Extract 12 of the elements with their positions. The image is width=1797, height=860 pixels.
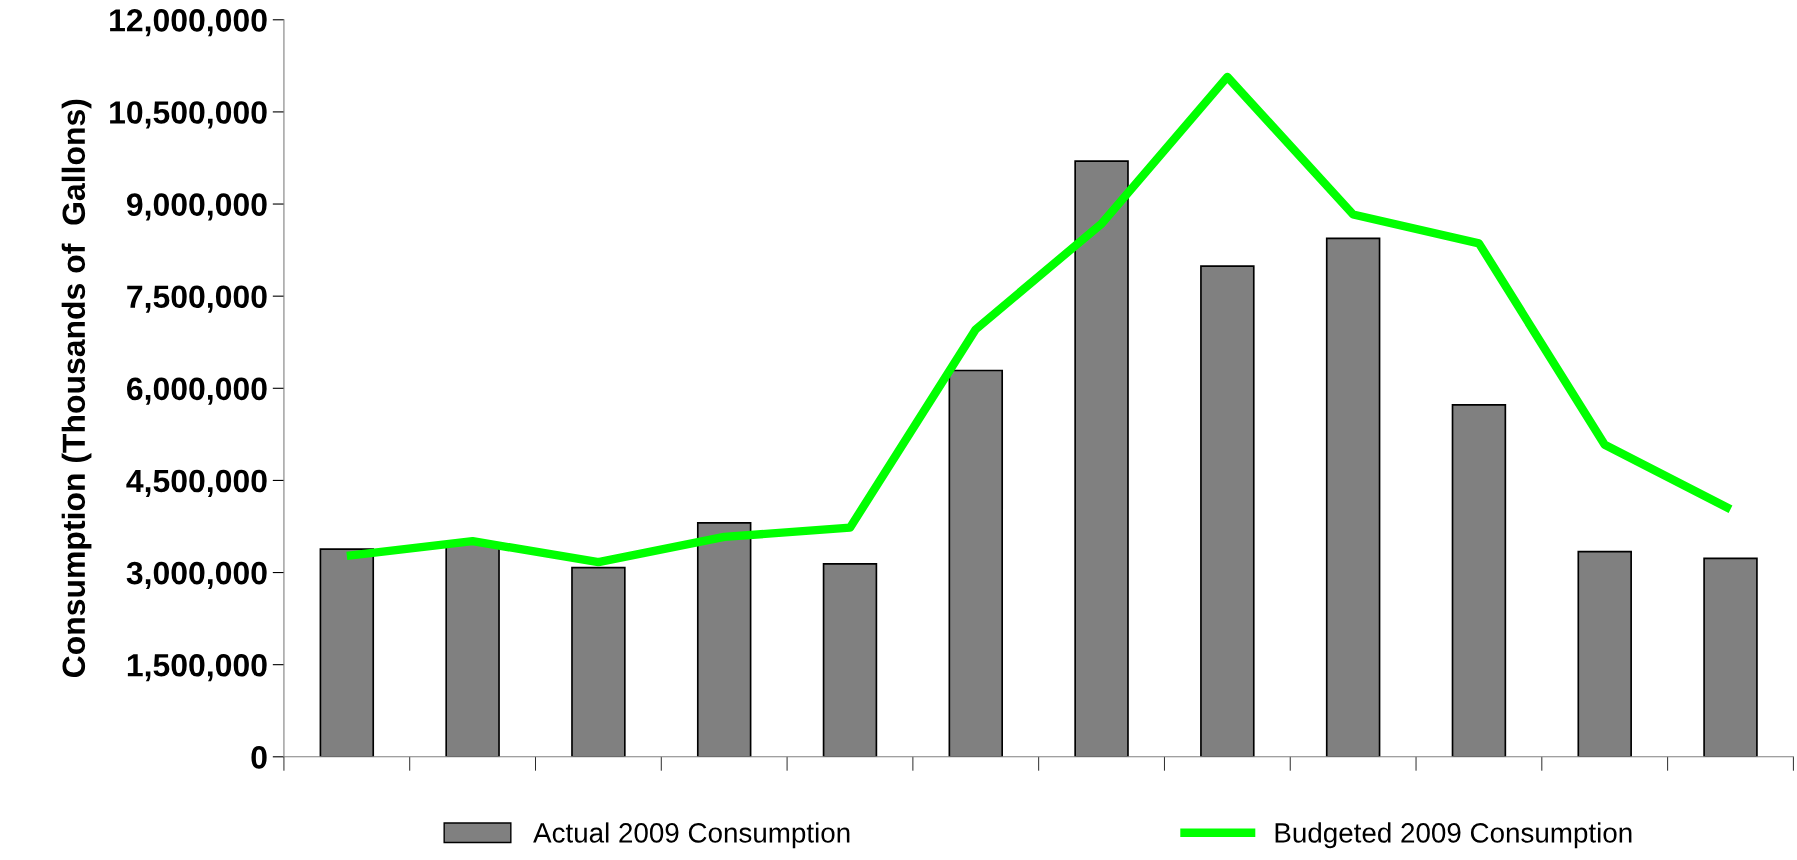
y-tick-label: 10,500,000	[110, 101, 267, 129]
legend-label: Budgeted 2009 Consumption	[1275, 822, 1632, 849]
y-tick-label: 1,500,000	[127, 653, 267, 682]
y-tick-label: 12,000,000	[110, 9, 267, 37]
y-tick-label: 7,500,000	[127, 285, 267, 313]
y-tick-label: 9,000,000	[126, 193, 267, 221]
y-tick-label: 4,500,000	[126, 469, 267, 497]
y-tick-label: 6,000,000	[127, 377, 267, 405]
y-axis-title: Consumption (Thousands of Gallons)	[61, 99, 92, 678]
y-tick-label: 3,000,000	[126, 561, 267, 590]
legend-label: Actual 2009 Consumption	[533, 822, 850, 849]
y-tick-label: 0	[251, 746, 267, 769]
